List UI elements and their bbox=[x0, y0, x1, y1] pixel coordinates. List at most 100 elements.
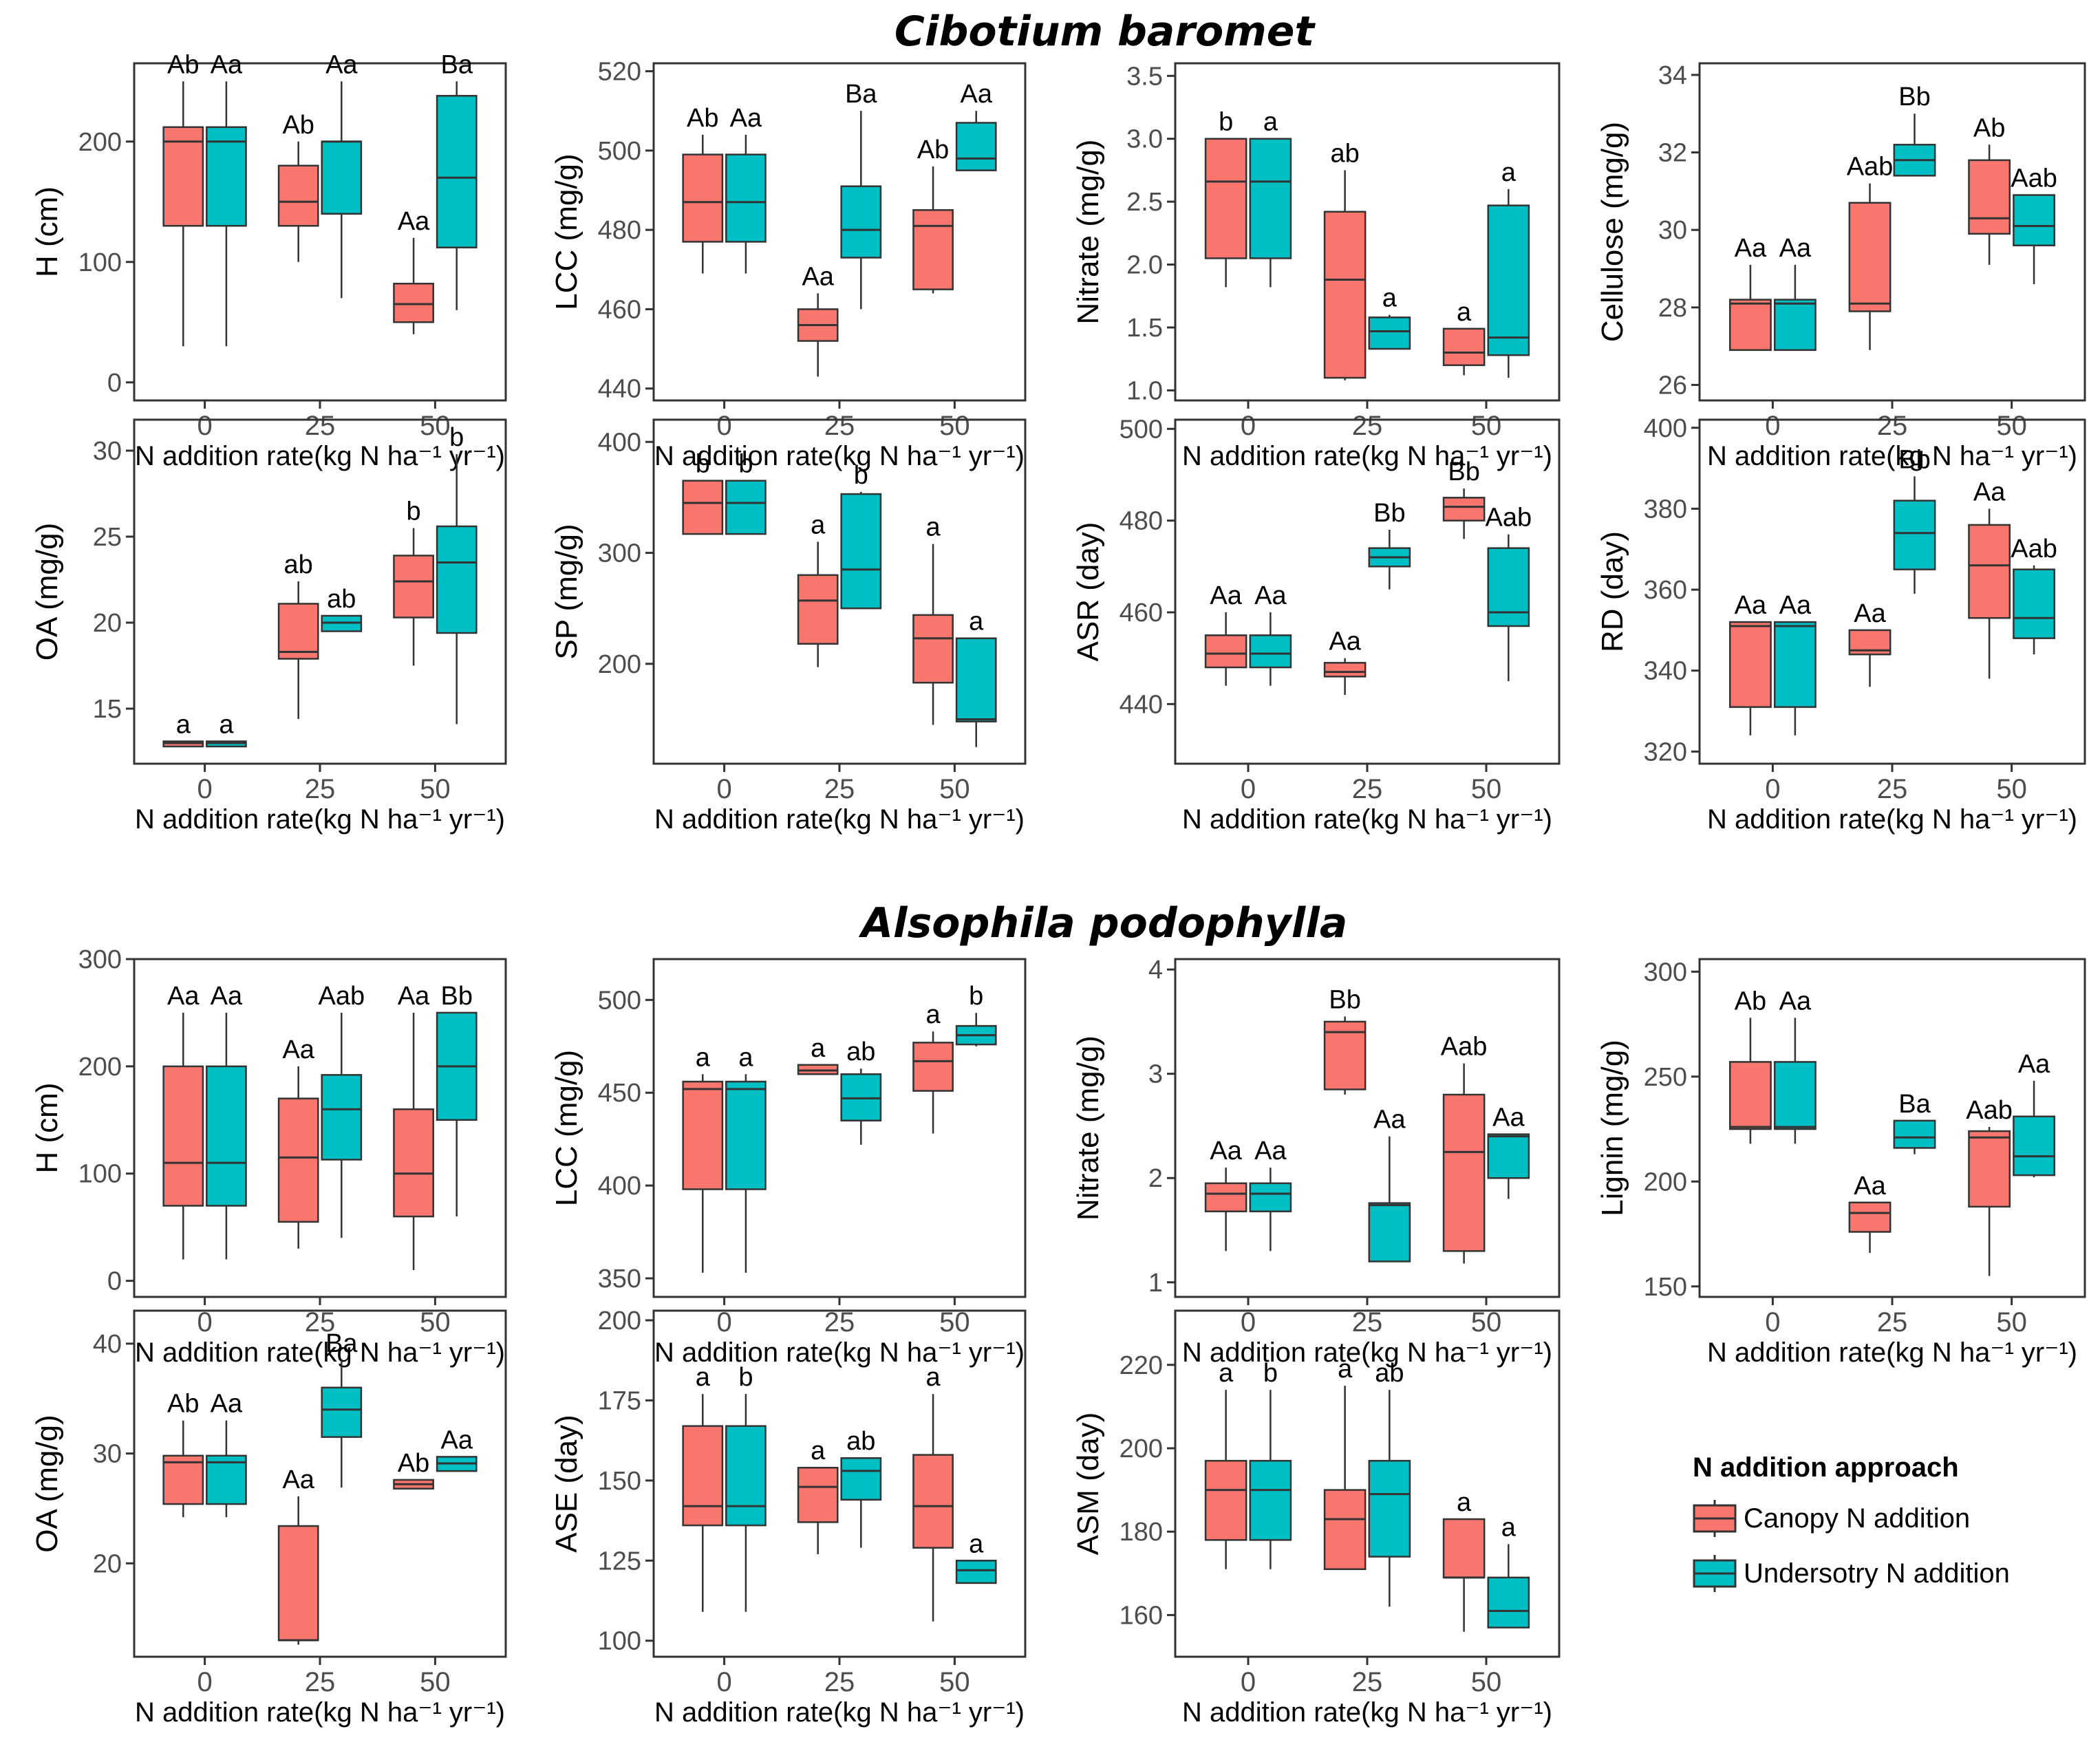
significance-label: ab bbox=[327, 585, 356, 614]
y-tick-label: 160 bbox=[1119, 1601, 1163, 1630]
legend-item-canopy: Canopy N addition bbox=[1693, 1500, 1970, 1537]
significance-label: Aa bbox=[211, 50, 243, 79]
significance-label: Aa bbox=[211, 1390, 243, 1419]
x-tick-label: 25 bbox=[1877, 411, 1908, 441]
section-title-bottom: Alsophila podophylla bbox=[859, 899, 1348, 947]
box-iqr bbox=[1442, 497, 1486, 522]
box-understory-50: Aab bbox=[2011, 164, 2057, 285]
box-canopy-0: a bbox=[1204, 1359, 1247, 1569]
significance-label: Aab bbox=[319, 982, 365, 1011]
x-tick-label: 50 bbox=[420, 1307, 451, 1338]
significance-label: Bb bbox=[1448, 458, 1479, 486]
x-tick-label: 50 bbox=[1996, 774, 2027, 804]
box-canopy-25: a bbox=[797, 1034, 839, 1075]
x-tick-label: 25 bbox=[1352, 1667, 1383, 1697]
significance-label: Aa bbox=[1254, 1137, 1287, 1165]
y-tick-label: 200 bbox=[78, 128, 122, 157]
y-tick-label: 520 bbox=[598, 58, 641, 87]
y-tick-label: 200 bbox=[598, 650, 641, 679]
significance-label: Aa bbox=[282, 1035, 314, 1064]
y-tick-label: 500 bbox=[598, 137, 641, 166]
y-tick-label: 175 bbox=[598, 1386, 641, 1415]
box-understory-50: Bb bbox=[436, 982, 478, 1217]
y-tick-label: 100 bbox=[78, 248, 122, 277]
box-canopy-50: a bbox=[1442, 298, 1486, 376]
box-canopy-25: Aab bbox=[1847, 153, 1894, 350]
significance-label: Aa bbox=[1779, 591, 1812, 620]
box-canopy-0: Ab bbox=[162, 50, 204, 347]
box-iqr bbox=[277, 1097, 319, 1223]
box-iqr bbox=[1728, 299, 1772, 352]
box-iqr bbox=[1487, 1576, 1530, 1629]
significance-label: Aa bbox=[398, 207, 430, 236]
y-axis-label: ASE (day) bbox=[550, 1415, 583, 1553]
box-understory-50: Aa bbox=[955, 80, 997, 171]
box-canopy-0: Ab bbox=[682, 104, 724, 274]
box-iqr bbox=[1893, 499, 1936, 570]
significance-label: Ab bbox=[167, 1390, 199, 1419]
x-axis-label: N addition rate(kg N ha⁻¹ yr⁻¹) bbox=[654, 1697, 1025, 1728]
y-tick-label: 25 bbox=[93, 523, 122, 552]
y-axis-label: SP (mg/g) bbox=[550, 524, 583, 659]
y-tick-label: 34 bbox=[1658, 61, 1687, 90]
x-tick-label: 0 bbox=[716, 1307, 731, 1338]
box-understory-25: ab bbox=[840, 1038, 882, 1145]
box-understory-0: a bbox=[1249, 108, 1292, 288]
box-canopy-50: Aa bbox=[393, 207, 434, 334]
y-tick-label: 300 bbox=[1644, 958, 1687, 987]
box-understory-25: ab bbox=[840, 1427, 882, 1548]
y-tick-label: 360 bbox=[1644, 576, 1687, 605]
y-tick-label: 400 bbox=[598, 428, 641, 457]
significance-label: Aab bbox=[1847, 153, 1894, 182]
box-understory-25: Ba bbox=[1893, 1090, 1936, 1154]
x-tick-label: 50 bbox=[420, 774, 451, 804]
x-tick-label: 0 bbox=[1241, 1667, 1256, 1697]
significance-label: a bbox=[811, 1437, 826, 1465]
x-tick-label: 0 bbox=[716, 411, 731, 441]
box-iqr bbox=[1368, 1459, 1411, 1558]
box-canopy-0: Aa bbox=[1728, 234, 1772, 352]
significance-label: Aa bbox=[802, 262, 834, 291]
box-canopy-50: Ab bbox=[1968, 114, 2011, 265]
y-tick-label: 150 bbox=[598, 1467, 641, 1496]
y-axis-label: OA (mg/g) bbox=[30, 523, 64, 661]
y-tick-label: 200 bbox=[78, 1053, 122, 1082]
box-iqr bbox=[277, 603, 319, 660]
box-canopy-25: Aa bbox=[1323, 627, 1367, 695]
significance-label: Ab bbox=[917, 136, 949, 164]
significance-label: ab bbox=[284, 550, 313, 579]
significance-label: a bbox=[811, 1034, 826, 1063]
box-iqr bbox=[321, 1386, 363, 1438]
x-tick-label: 50 bbox=[420, 1667, 451, 1697]
box-understory-0: b bbox=[725, 1363, 767, 1612]
y-tick-label: 0 bbox=[107, 369, 122, 398]
y-tick-label: 30 bbox=[93, 1440, 122, 1469]
y-axis-label: RD (day) bbox=[1596, 531, 1629, 652]
box-canopy-0: Aa bbox=[162, 982, 204, 1260]
legend: N addition approach Canopy N addition Un… bbox=[1693, 1452, 2010, 1592]
panel-2: 440 460 480 500 520 LCC (mg/g) 0 25 50N addition… bbox=[550, 58, 1027, 471]
significance-label: Aa bbox=[2018, 1050, 2050, 1079]
box-iqr bbox=[2013, 568, 2056, 639]
significance-label: Aa bbox=[1854, 599, 1886, 628]
x-tick-label: 50 bbox=[1471, 1307, 1502, 1338]
x-tick-label: 25 bbox=[1352, 411, 1383, 441]
significance-label: Aa bbox=[398, 982, 430, 1011]
y-tick-label: 28 bbox=[1658, 294, 1687, 323]
significance-label: Aab bbox=[2011, 535, 2057, 563]
x-tick-label: 0 bbox=[1241, 411, 1256, 441]
box-iqr bbox=[725, 1080, 767, 1190]
y-tick-label: 100 bbox=[78, 1160, 122, 1189]
significance-label: Ab bbox=[687, 104, 718, 133]
significance-label: Aa bbox=[167, 982, 200, 1011]
y-tick-label: 32 bbox=[1658, 139, 1687, 168]
box-understory-0: Aa bbox=[1773, 987, 1817, 1144]
y-tick-label: 400 bbox=[1644, 414, 1687, 443]
y-tick-label: 480 bbox=[1119, 507, 1163, 536]
box-understory-25: b bbox=[840, 461, 882, 610]
box-iqr bbox=[840, 185, 882, 259]
box-iqr bbox=[1323, 1489, 1367, 1570]
box-iqr bbox=[1368, 316, 1411, 350]
